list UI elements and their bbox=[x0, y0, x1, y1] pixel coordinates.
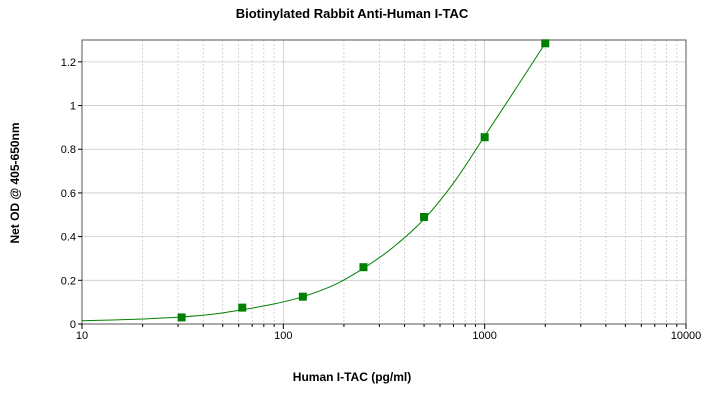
plot-frame bbox=[81, 39, 687, 325]
x-axis-label: Human I-TAC (pg/ml) bbox=[292, 370, 412, 384]
x-tick-label: 100 bbox=[274, 330, 292, 342]
data-point bbox=[238, 303, 247, 312]
y-tick-label: 1 bbox=[70, 101, 76, 113]
chart-title: Biotinylated Rabbit Anti-Human I-TAC bbox=[235, 6, 469, 21]
y-tick-label: 0 bbox=[70, 319, 76, 331]
data-point bbox=[177, 313, 186, 322]
x-tick-label: 1000 bbox=[472, 330, 496, 342]
y-tick-label: 0.4 bbox=[61, 232, 76, 244]
x-tick-label: 10 bbox=[76, 330, 88, 342]
y-tick-label: 1.2 bbox=[61, 57, 76, 69]
data-point bbox=[480, 133, 489, 142]
y-tick-label: 0.2 bbox=[61, 275, 76, 287]
data-point bbox=[359, 263, 368, 272]
fit-curve bbox=[81, 43, 546, 322]
y-tick-label: 0.6 bbox=[61, 188, 76, 200]
y-tick-label: 0.8 bbox=[61, 144, 76, 156]
x-tick-label: 10000 bbox=[671, 330, 702, 342]
data-point bbox=[420, 212, 429, 221]
data-point bbox=[298, 292, 307, 301]
data-point bbox=[541, 39, 550, 48]
